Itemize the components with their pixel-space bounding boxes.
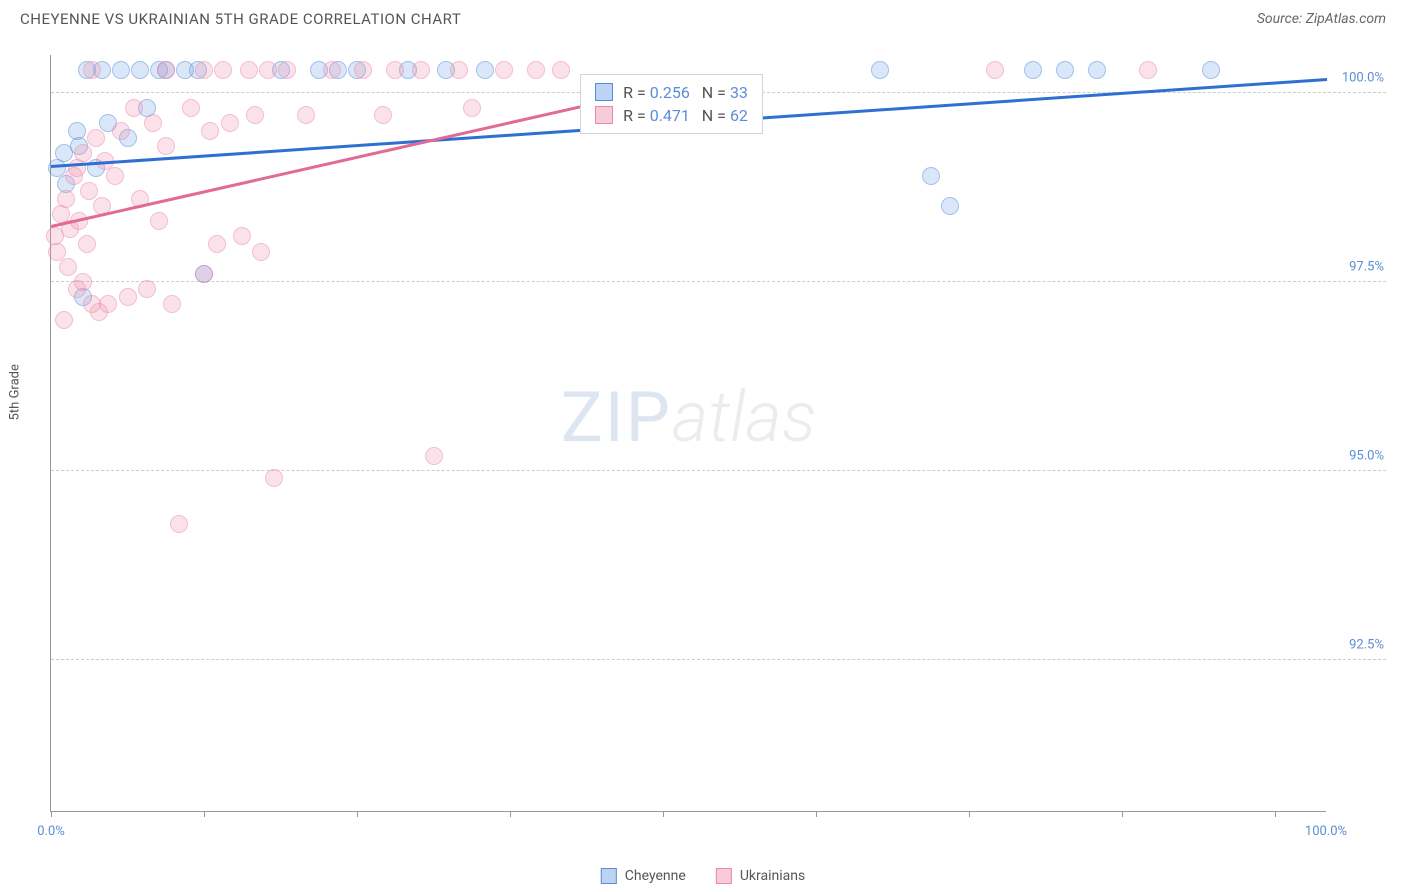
x-tick-label: 100.0% bbox=[1305, 824, 1347, 839]
scatter-point bbox=[208, 235, 226, 253]
scatter-point bbox=[163, 295, 181, 313]
scatter-point bbox=[201, 122, 219, 140]
y-tick-label: 92.5% bbox=[1349, 637, 1384, 652]
scatter-point bbox=[157, 137, 175, 155]
x-tick bbox=[51, 811, 52, 817]
stats-text: R = 0.256 N = 33 bbox=[623, 83, 748, 102]
stats-box: R = 0.256 N = 33 R = 0.471 N = 62 bbox=[580, 74, 763, 134]
scatter-point bbox=[1088, 61, 1106, 79]
legend-swatch-icon bbox=[595, 106, 613, 124]
scatter-point bbox=[354, 61, 372, 79]
scatter-point bbox=[131, 61, 149, 79]
scatter-point bbox=[450, 61, 468, 79]
x-tick bbox=[510, 811, 511, 817]
scatter-point bbox=[386, 61, 404, 79]
legend-label: Cheyenne bbox=[625, 868, 686, 884]
scatter-point bbox=[78, 235, 96, 253]
legend-swatch-icon bbox=[716, 868, 732, 884]
stats-row: R = 0.256 N = 33 bbox=[595, 81, 748, 104]
scatter-point bbox=[125, 99, 143, 117]
scatter-point bbox=[1139, 61, 1157, 79]
scatter-point bbox=[83, 61, 101, 79]
scatter-point bbox=[106, 167, 124, 185]
scatter-point bbox=[195, 61, 213, 79]
y-tick-label: 95.0% bbox=[1349, 448, 1384, 463]
scatter-point bbox=[55, 311, 73, 329]
scatter-point bbox=[112, 122, 130, 140]
x-tick-label: 0.0% bbox=[37, 824, 65, 839]
scatter-point bbox=[552, 61, 570, 79]
scatter-point bbox=[119, 288, 137, 306]
legend-label: Ukrainians bbox=[740, 868, 805, 884]
scatter-point bbox=[941, 197, 959, 215]
scatter-point bbox=[495, 61, 513, 79]
x-tick bbox=[1275, 811, 1276, 817]
scatter-point bbox=[463, 99, 481, 117]
scatter-point bbox=[74, 144, 92, 162]
scatter-point bbox=[412, 61, 430, 79]
chart-header: CHEYENNE VS UKRAINIAN 5TH GRADE CORRELAT… bbox=[0, 0, 1406, 38]
scatter-point bbox=[99, 295, 117, 313]
legend-swatch-icon bbox=[595, 83, 613, 101]
x-tick bbox=[969, 811, 970, 817]
x-tick bbox=[663, 811, 664, 817]
scatter-point bbox=[476, 61, 494, 79]
scatter-point bbox=[527, 61, 545, 79]
source-attribution: Source: ZipAtlas.com bbox=[1257, 11, 1386, 27]
scatter-point bbox=[922, 167, 940, 185]
scatter-point bbox=[144, 114, 162, 132]
scatter-point bbox=[246, 106, 264, 124]
scatter-point bbox=[170, 515, 188, 533]
scatter-point bbox=[138, 280, 156, 298]
y-tick-label: 100.0% bbox=[1342, 70, 1384, 85]
legend-swatch-icon bbox=[601, 868, 617, 884]
gridline bbox=[51, 470, 1386, 471]
scatter-point bbox=[1056, 61, 1074, 79]
scatter-point bbox=[221, 114, 239, 132]
scatter-point bbox=[87, 129, 105, 147]
y-tick-label: 97.5% bbox=[1349, 259, 1384, 274]
scatter-point bbox=[240, 61, 258, 79]
scatter-point bbox=[425, 447, 443, 465]
legend: Cheyenne Ukrainians bbox=[601, 868, 805, 884]
scatter-point bbox=[150, 212, 168, 230]
scatter-point bbox=[233, 227, 251, 245]
scatter-point bbox=[112, 61, 130, 79]
scatter-point bbox=[195, 265, 213, 283]
scatter-point bbox=[157, 61, 175, 79]
scatter-point bbox=[74, 273, 92, 291]
scatter-point bbox=[374, 106, 392, 124]
scatter-point bbox=[323, 61, 341, 79]
gridline bbox=[51, 659, 1386, 660]
scatter-point bbox=[986, 61, 1004, 79]
scatter-point bbox=[871, 61, 889, 79]
x-tick bbox=[1122, 811, 1123, 817]
scatter-point bbox=[252, 243, 270, 261]
chart-title: CHEYENNE VS UKRAINIAN 5TH GRADE CORRELAT… bbox=[20, 10, 461, 28]
gridline bbox=[51, 281, 1386, 282]
stats-row: R = 0.471 N = 62 bbox=[595, 104, 748, 127]
scatter-point bbox=[265, 469, 283, 487]
trend-line bbox=[51, 104, 587, 228]
scatter-point bbox=[259, 61, 277, 79]
chart-container: 5th Grade ZIPatlas 100.0%97.5%95.0%92.5%… bbox=[50, 40, 1386, 842]
y-axis-label: 5th Grade bbox=[8, 364, 23, 420]
x-tick bbox=[204, 811, 205, 817]
x-tick bbox=[816, 811, 817, 817]
watermark: ZIPatlas bbox=[561, 377, 816, 459]
scatter-point bbox=[278, 61, 296, 79]
scatter-point bbox=[214, 61, 232, 79]
scatter-point bbox=[80, 182, 98, 200]
scatter-point bbox=[57, 190, 75, 208]
scatter-point bbox=[297, 106, 315, 124]
scatter-point bbox=[59, 258, 77, 276]
scatter-point bbox=[1024, 61, 1042, 79]
scatter-point bbox=[182, 99, 200, 117]
stats-text: R = 0.471 N = 62 bbox=[623, 106, 748, 125]
scatter-point bbox=[1202, 61, 1220, 79]
legend-item: Ukrainians bbox=[716, 868, 805, 884]
x-tick bbox=[357, 811, 358, 817]
legend-item: Cheyenne bbox=[601, 868, 686, 884]
plot-area: ZIPatlas 100.0%97.5%95.0%92.5%0.0%100.0%… bbox=[50, 55, 1326, 812]
